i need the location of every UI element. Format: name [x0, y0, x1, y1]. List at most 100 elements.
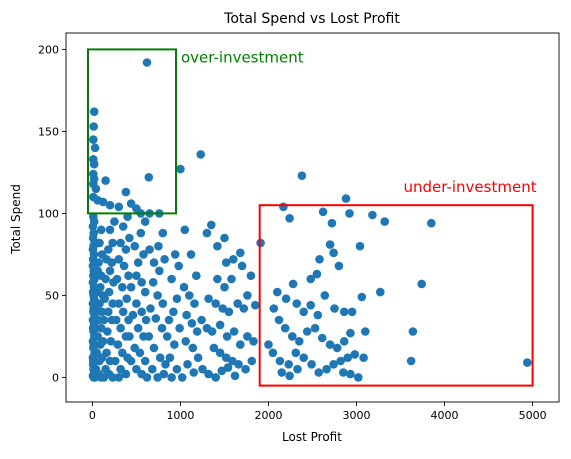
y-tick-label: 50	[45, 289, 59, 302]
data-point	[233, 299, 242, 308]
data-point	[215, 320, 225, 330]
data-point	[268, 348, 278, 358]
data-point	[295, 337, 304, 346]
chart-title: Total Spend vs Lost Profit	[223, 11, 400, 27]
data-point	[96, 225, 106, 235]
data-point	[97, 250, 107, 259]
x-tick-label: 4000	[431, 409, 459, 422]
data-point	[318, 207, 328, 217]
data-point	[279, 202, 288, 212]
data-point	[108, 299, 117, 308]
data-point	[108, 373, 117, 382]
data-point	[122, 294, 131, 304]
points-layer	[88, 58, 532, 382]
data-point	[273, 287, 282, 297]
data-point	[310, 323, 320, 333]
data-point	[346, 328, 355, 338]
data-point	[339, 337, 349, 346]
data-point	[299, 353, 309, 363]
data-point	[239, 304, 249, 313]
data-point	[332, 343, 342, 353]
data-point	[119, 261, 129, 271]
axes-layer: 0 1000 2000 3000 4000 5000 0 50 100 150 200	[38, 32, 560, 422]
data-point	[192, 327, 202, 336]
data-point	[292, 299, 302, 308]
data-point	[315, 254, 324, 264]
data-point	[314, 368, 324, 377]
annotation-box-1	[258, 204, 534, 387]
data-point	[118, 222, 128, 231]
data-point	[157, 323, 167, 333]
data-point	[213, 274, 222, 284]
data-point	[106, 337, 116, 346]
data-point	[170, 250, 180, 259]
x-tick-label: 3000	[343, 409, 371, 422]
data-point	[89, 122, 98, 131]
data-point	[376, 287, 385, 297]
data-point	[207, 327, 217, 336]
data-point	[320, 291, 330, 300]
data-point	[105, 200, 115, 210]
data-point	[142, 373, 152, 382]
data-point	[132, 271, 141, 281]
data-point	[211, 373, 220, 382]
data-point	[247, 356, 257, 366]
data-point	[408, 327, 418, 336]
data-point	[189, 368, 198, 377]
data-point	[136, 228, 146, 238]
data-point	[114, 202, 124, 212]
data-point	[329, 360, 338, 369]
data-point	[174, 261, 183, 271]
data-point	[329, 248, 338, 258]
data-point	[299, 307, 309, 317]
data-point	[277, 368, 287, 377]
x-axis-label: Lost Profit	[282, 430, 342, 444]
data-point	[105, 225, 115, 235]
data-point	[96, 340, 105, 349]
data-point	[293, 364, 302, 374]
data-point	[137, 278, 146, 287]
data-point	[243, 332, 252, 341]
data-point	[169, 307, 178, 317]
y-axis-label: Total Spend	[9, 184, 23, 255]
data-point	[327, 218, 337, 228]
data-point	[177, 373, 187, 382]
data-point	[149, 343, 159, 353]
data-point	[160, 254, 169, 264]
data-point	[336, 356, 346, 366]
annotation-label-1: under-investment	[404, 178, 537, 196]
data-point	[306, 300, 316, 310]
data-point	[281, 294, 291, 304]
data-point	[121, 332, 131, 341]
data-point	[345, 209, 354, 218]
data-point	[284, 360, 294, 369]
data-point	[215, 348, 225, 358]
data-point	[114, 254, 124, 264]
data-point	[98, 197, 108, 207]
data-point	[125, 233, 134, 243]
data-point	[104, 245, 113, 254]
data-point	[211, 299, 220, 308]
data-point	[222, 332, 232, 341]
data-point	[192, 271, 201, 281]
data-point	[325, 240, 335, 249]
data-point	[213, 241, 222, 251]
data-point	[114, 373, 124, 382]
y-tick-label: 100	[38, 207, 59, 220]
data-point	[104, 307, 113, 317]
data-point	[137, 307, 146, 317]
data-point	[144, 173, 154, 182]
annotations-layer: over-investment under-investment	[87, 48, 537, 387]
data-point	[154, 241, 163, 251]
data-point	[246, 271, 256, 281]
data-point	[341, 194, 351, 203]
data-point	[243, 291, 252, 300]
data-point	[186, 250, 196, 259]
data-point	[96, 373, 106, 382]
data-point	[146, 304, 155, 313]
data-point	[368, 210, 377, 220]
data-point	[89, 135, 98, 144]
data-point	[108, 238, 117, 248]
data-point	[251, 300, 260, 310]
data-point	[182, 310, 191, 320]
